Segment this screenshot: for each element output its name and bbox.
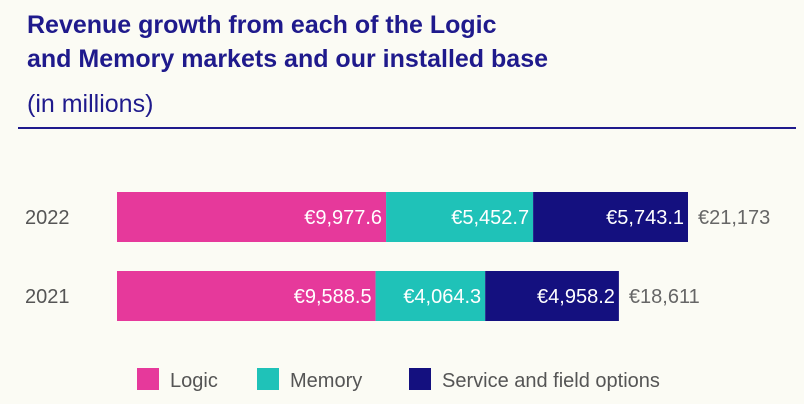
data-label-logic-2021: €9,588.5 bbox=[294, 286, 372, 308]
legend-label-logic: Logic bbox=[170, 370, 218, 392]
total-label-2021: €18,611 bbox=[629, 286, 700, 308]
data-label-logic-2022: €9,977.6 bbox=[304, 207, 382, 229]
data-label-service-2021: €4,958.2 bbox=[537, 286, 615, 308]
chart-title-line-2: and Memory markets and our installed bas… bbox=[27, 45, 548, 73]
legend-swatch-logic bbox=[137, 368, 159, 390]
legend-label-service: Service and field options bbox=[442, 370, 660, 392]
year-label-2022: 2022 bbox=[25, 207, 70, 229]
chart-title: Revenue growth from each of the Logic an… bbox=[27, 8, 548, 76]
bar-memory-2022 bbox=[386, 192, 534, 242]
data-label-memory-2021: €4,064.3 bbox=[403, 286, 481, 308]
bar-memory-2021 bbox=[375, 271, 486, 321]
legend-swatch-memory bbox=[257, 368, 279, 390]
data-label-service-2022: €5,743.1 bbox=[606, 207, 684, 229]
title-divider bbox=[18, 127, 796, 129]
bar-service-2021 bbox=[485, 271, 619, 321]
legend-label-memory: Memory bbox=[290, 370, 362, 392]
bar-service-2022 bbox=[533, 192, 688, 242]
chart-subtitle: (in millions) bbox=[27, 90, 154, 118]
total-label-2022: €21,173 bbox=[698, 207, 770, 229]
data-label-memory-2022: €5,452.7 bbox=[451, 207, 529, 229]
chart-title-line-1: Revenue growth from each of the Logic bbox=[27, 11, 497, 39]
bar-logic-2021 bbox=[117, 271, 376, 321]
year-label-2021: 2021 bbox=[25, 286, 70, 308]
legend-swatch-service bbox=[409, 368, 431, 390]
bar-logic-2022 bbox=[117, 192, 387, 242]
